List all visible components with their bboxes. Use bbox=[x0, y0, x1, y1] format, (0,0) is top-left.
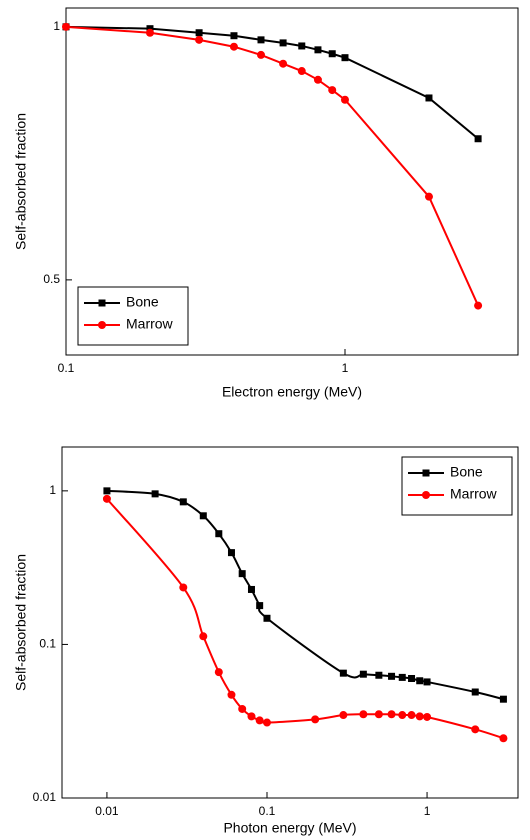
data-point bbox=[499, 734, 508, 743]
data-point bbox=[423, 678, 431, 686]
y-axis-title: Self-absorbed fraction bbox=[13, 113, 29, 250]
y-tick-label: 0.1 bbox=[39, 637, 56, 651]
plot-frame bbox=[65, 7, 519, 356]
data-point bbox=[474, 301, 483, 310]
data-point bbox=[374, 710, 383, 719]
data-point bbox=[145, 28, 154, 37]
data-point bbox=[328, 50, 336, 58]
data-point bbox=[255, 716, 264, 725]
x-tick-label: 0.1 bbox=[58, 361, 75, 375]
plot-frame bbox=[61, 446, 519, 799]
data-point bbox=[199, 512, 207, 520]
data-point bbox=[388, 672, 396, 680]
data-point bbox=[328, 86, 337, 95]
x-tick-label: 1 bbox=[424, 804, 431, 818]
data-point bbox=[499, 695, 507, 703]
y-tick-label: 0.5 bbox=[43, 272, 60, 286]
legend-label: Marrow bbox=[126, 316, 174, 332]
data-point bbox=[387, 710, 396, 719]
data-point bbox=[408, 674, 416, 682]
data-point bbox=[247, 712, 256, 721]
data-point bbox=[359, 710, 368, 719]
data-point bbox=[341, 54, 349, 62]
data-point bbox=[179, 498, 187, 506]
data-point bbox=[247, 585, 255, 593]
data-point bbox=[179, 583, 188, 592]
data-point bbox=[474, 135, 482, 143]
data-point bbox=[314, 46, 322, 54]
data-point bbox=[230, 32, 238, 40]
x-tick-label: 0.1 bbox=[259, 804, 276, 818]
data-point bbox=[256, 602, 264, 610]
legend-marker bbox=[422, 491, 430, 499]
data-point bbox=[298, 42, 306, 50]
x-tick-label: 0.01 bbox=[95, 804, 119, 818]
y-tick-label: 0.01 bbox=[33, 790, 57, 804]
legend-marker bbox=[98, 321, 106, 329]
legend-label: Bone bbox=[126, 294, 159, 310]
y-tick-label: 1 bbox=[53, 19, 60, 33]
x-axis-title: Electron energy (MeV) bbox=[222, 384, 362, 400]
data-point bbox=[340, 95, 349, 104]
data-point bbox=[398, 673, 406, 681]
series-line bbox=[65, 25, 479, 140]
data-point bbox=[195, 35, 204, 44]
data-point bbox=[102, 494, 111, 503]
data-point bbox=[227, 690, 236, 699]
data-point bbox=[359, 670, 367, 678]
data-point bbox=[103, 487, 111, 495]
data-point bbox=[424, 192, 433, 201]
legend-marker bbox=[98, 299, 106, 307]
data-point bbox=[339, 711, 348, 720]
data-point bbox=[146, 25, 154, 33]
y-axis-title: Self-absorbed fraction bbox=[13, 554, 29, 691]
data-point bbox=[214, 668, 223, 677]
data-point bbox=[311, 715, 320, 724]
data-point bbox=[195, 29, 203, 37]
series-line bbox=[65, 25, 480, 306]
data-point bbox=[151, 490, 159, 498]
data-point bbox=[415, 712, 424, 721]
data-point bbox=[263, 614, 271, 622]
data-point bbox=[279, 39, 287, 47]
data-point bbox=[62, 22, 70, 31]
data-point bbox=[297, 67, 306, 76]
data-point bbox=[229, 42, 238, 51]
data-point bbox=[313, 75, 322, 84]
data-point bbox=[423, 712, 432, 721]
data-point bbox=[257, 50, 266, 59]
data-point bbox=[199, 632, 208, 641]
legend-label: Bone bbox=[450, 464, 483, 480]
legend-marker bbox=[422, 469, 430, 477]
data-point bbox=[425, 94, 433, 102]
data-point bbox=[279, 59, 288, 68]
series-line bbox=[106, 489, 504, 701]
legend-box bbox=[77, 286, 189, 346]
data-point bbox=[215, 530, 223, 538]
data-point bbox=[375, 671, 383, 679]
data-point bbox=[407, 711, 416, 720]
legend-box bbox=[401, 456, 513, 516]
data-point bbox=[262, 718, 271, 727]
data-point bbox=[471, 688, 479, 696]
x-tick-label: 1 bbox=[342, 361, 349, 375]
x-axis-title: Photon energy (MeV) bbox=[223, 820, 356, 836]
data-point bbox=[398, 711, 407, 720]
data-point bbox=[257, 36, 265, 44]
series-line bbox=[106, 498, 504, 740]
data-point bbox=[238, 570, 246, 578]
data-point bbox=[238, 704, 247, 713]
legend-label: Marrow bbox=[450, 486, 498, 502]
data-point bbox=[416, 677, 424, 685]
data-point bbox=[227, 549, 235, 557]
data-point bbox=[339, 669, 347, 677]
data-point bbox=[471, 725, 480, 734]
y-tick-label: 1 bbox=[49, 483, 56, 497]
